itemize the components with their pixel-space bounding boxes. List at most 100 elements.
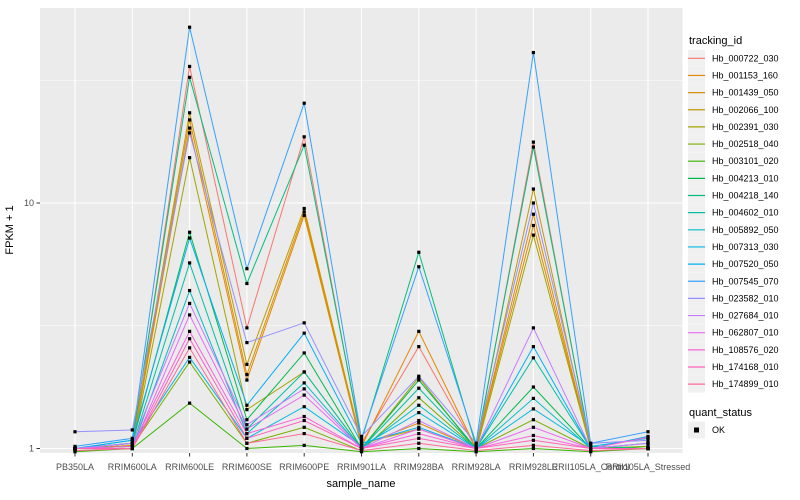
y-axis-title: FPKM + 1: [4, 205, 16, 254]
data-point: [188, 64, 192, 69]
data-point: [73, 446, 77, 451]
x-tick-label: RRIM928LE: [509, 462, 558, 472]
data-point: [417, 436, 421, 440]
x-tick-label: RRII105LA_Control: [552, 462, 630, 472]
x-tick-label: RRIM928LA: [452, 462, 501, 472]
data-point: [531, 345, 535, 349]
data-point: [531, 407, 535, 411]
data-point: [302, 431, 306, 436]
legend-item-Hb_001153_160: Hb_001153_160: [688, 66, 778, 84]
data-point: [359, 434, 364, 439]
data-point: [589, 444, 593, 448]
data-point: [359, 446, 364, 451]
data-point: [531, 433, 535, 438]
legend-item-label: Hb_004602_010: [712, 208, 779, 218]
data-point: [73, 449, 77, 453]
legend-item-label: Hb_174899_010: [712, 379, 779, 389]
data-point: [245, 372, 249, 377]
data-point: [302, 381, 306, 385]
legend-item-Hb_005892_050: Hb_005892_050: [688, 221, 779, 239]
data-point: [531, 233, 535, 237]
data-point: [302, 135, 306, 139]
data-point: [417, 378, 421, 382]
legend-item-Hb_007520_050: Hb_007520_050: [688, 255, 779, 273]
data-point: [188, 111, 192, 115]
legend-item-Hb_004218_140: Hb_004218_140: [688, 187, 779, 204]
data-point: [474, 444, 478, 448]
data-point: [245, 326, 249, 330]
data-point: [245, 378, 249, 382]
legend-item-Hb_007545_070: Hb_007545_070: [688, 272, 779, 290]
legend-item-label: Hb_108576_020: [712, 345, 779, 355]
legend-item-Hb_003101_020: Hb_003101_020: [688, 152, 779, 170]
data-point: [417, 425, 421, 429]
data-point: [302, 418, 306, 423]
legend: tracking_id Hb_000722_030Hb_001153_160Hb…: [688, 35, 779, 439]
data-point: [417, 374, 421, 378]
data-point: [188, 261, 192, 265]
data-point: [531, 418, 535, 422]
data-point: [417, 386, 421, 390]
data-point: [646, 430, 650, 434]
data-point: [245, 436, 249, 440]
x-tick-label: RRIM600LE: [165, 462, 214, 472]
data-point: [417, 446, 421, 451]
legend-color-items: Hb_000722_030 Hb_001153_160 Hb_001439_050 H…: [688, 49, 779, 393]
data-point: [474, 446, 478, 451]
legend-item-Hb_002391_030: Hb_002391_030: [688, 118, 779, 136]
legend-item-label: Hb_007520_050: [712, 259, 779, 269]
data-point: [302, 206, 306, 211]
data-point: [417, 396, 421, 400]
y-tick-label: 10: [24, 198, 34, 208]
legend-item-label: Hb_062807_010: [712, 328, 779, 338]
data-point: [188, 131, 192, 135]
legend-item-Hb_174899_010: Hb_174899_010: [688, 375, 779, 393]
data-point: [417, 345, 421, 349]
data-point: [531, 326, 535, 330]
data-point: [359, 438, 364, 442]
legend-quant-label: OK: [712, 425, 725, 435]
data-point: [73, 444, 77, 448]
legend-item-Hb_174168_010: Hb_174168_010: [688, 358, 779, 376]
data-point: [417, 421, 421, 425]
x-tick-label: RRIM600LA: [108, 462, 157, 472]
data-point: [417, 418, 421, 423]
data-point: [531, 50, 535, 55]
data-point: [188, 156, 192, 160]
data-point: [130, 436, 134, 440]
data-point: [188, 118, 192, 122]
data-point: [302, 321, 306, 325]
data-point: [302, 331, 306, 335]
data-point: [531, 187, 535, 191]
data-point: [188, 230, 192, 234]
data-point: [302, 425, 306, 429]
data-point: [188, 236, 192, 240]
data-point: [188, 355, 192, 360]
data-point: [302, 393, 306, 397]
data-point: [531, 356, 535, 360]
data-point: [245, 403, 249, 407]
data-point: [531, 396, 535, 400]
legend-title-tracking-id: tracking_id: [689, 35, 742, 47]
data-point: [417, 441, 421, 445]
data-point: [188, 25, 192, 29]
legend-item-label: Hb_174168_010: [712, 362, 779, 372]
data-point: [245, 341, 249, 345]
data-point: [245, 441, 249, 445]
y-tick-label: 1: [29, 444, 34, 454]
legend-item-label: Hb_007545_070: [712, 276, 779, 286]
legend-item-label: Hb_003101_020: [712, 156, 779, 166]
legend-item-label: Hb_027684_010: [712, 311, 779, 321]
data-point: [531, 145, 535, 149]
legend-item-label: Hb_005892_050: [712, 225, 779, 235]
data-point: [245, 427, 249, 431]
data-point: [188, 126, 192, 130]
data-point: [417, 329, 421, 333]
data-point: [417, 411, 421, 415]
data-point: [531, 223, 535, 228]
data-point: [188, 401, 192, 405]
data-point: [589, 449, 593, 453]
data-point: [417, 250, 421, 254]
data-point: [188, 313, 192, 317]
